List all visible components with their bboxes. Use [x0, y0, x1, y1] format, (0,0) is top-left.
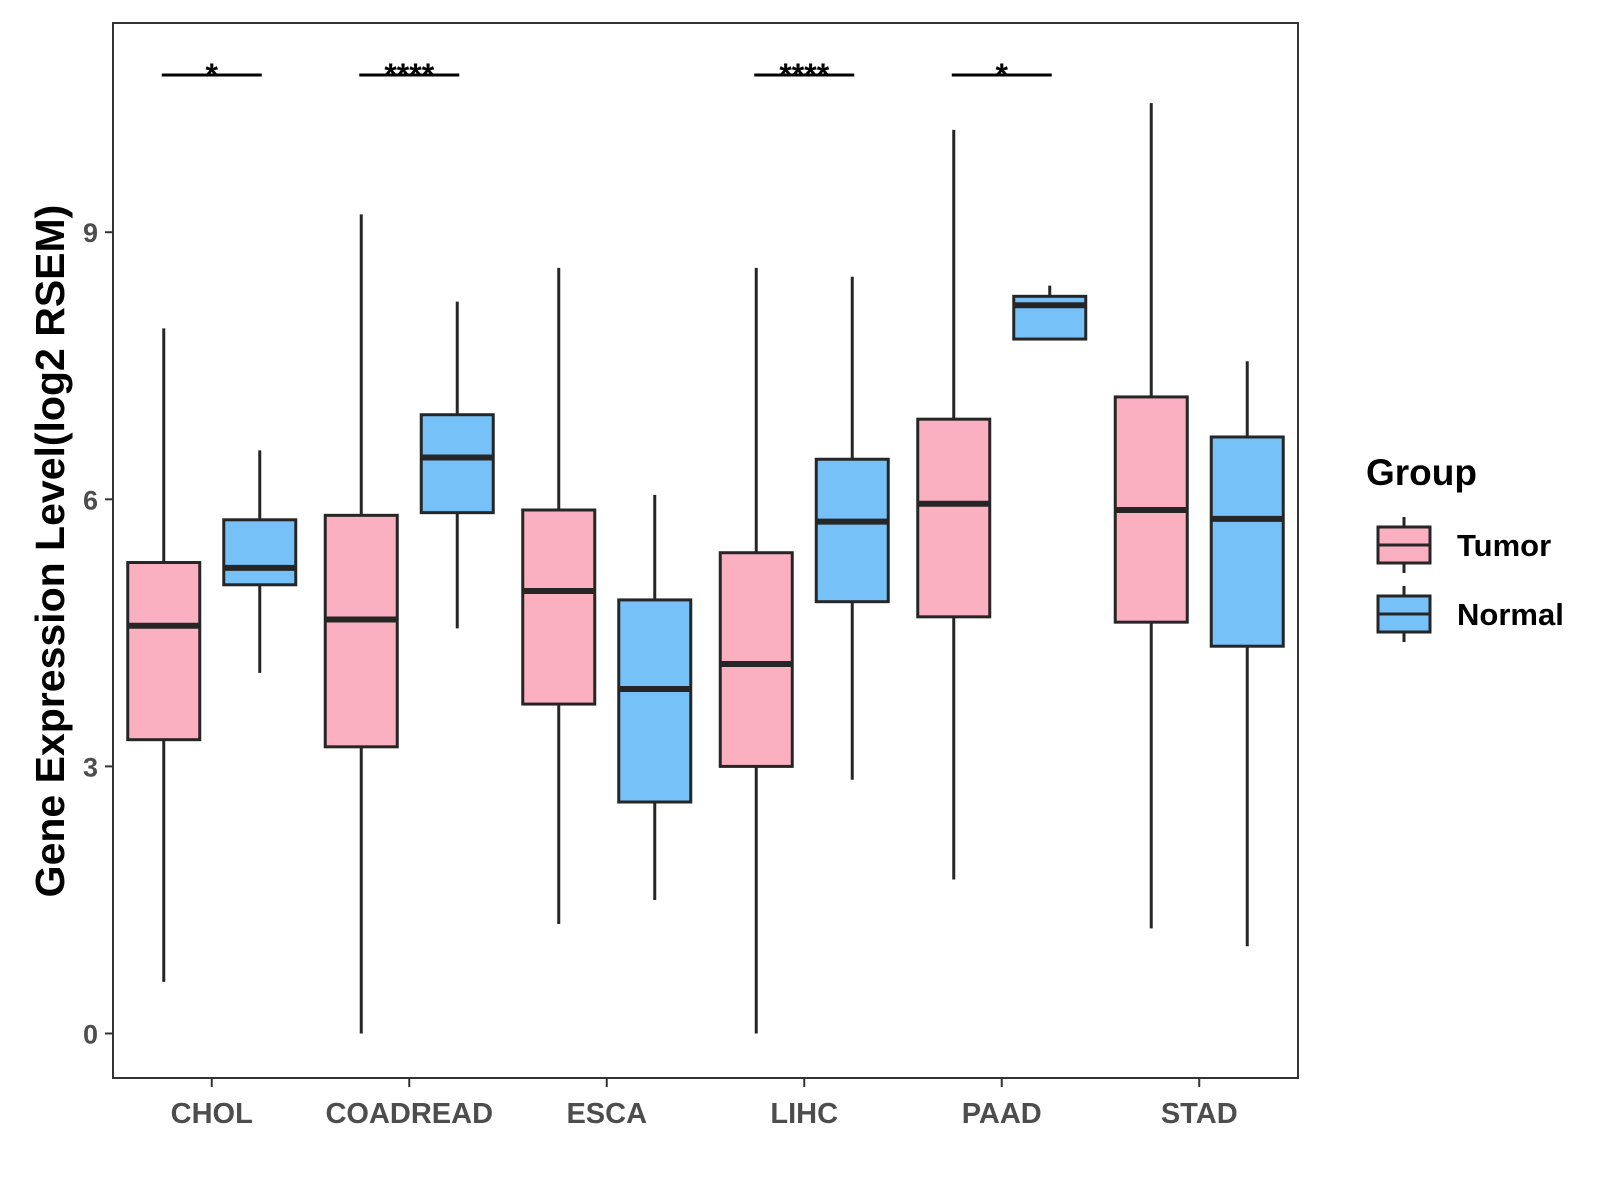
box-esca-normal [617, 494, 693, 900]
significance-label-lihc: **** [779, 57, 829, 93]
box-coadread-normal [419, 301, 495, 629]
box-body-esca-normal [617, 598, 693, 804]
box-paad-normal [1012, 285, 1088, 341]
box-chol-normal [222, 450, 298, 673]
box-body-lihc-normal [814, 457, 890, 604]
legend-label-tumor: Tumor [1457, 528, 1551, 563]
x-tick-label: COADREAD [325, 1098, 493, 1130]
significance-label-paad: * [996, 57, 1009, 93]
box-coadread-tumor [323, 214, 399, 1034]
x-tick-label: ESCA [566, 1098, 647, 1130]
y-axis-title: Gene Expression Level(log2 RSEM) [27, 205, 73, 898]
box-lihc-tumor [718, 267, 794, 1034]
box-body-lihc-tumor [718, 551, 794, 768]
x-tick-label: PAAD [962, 1098, 1042, 1130]
box-body-esca-tumor [521, 508, 597, 706]
box-esca-tumor [521, 267, 597, 924]
x-tick-label: STAD [1161, 1098, 1238, 1130]
box-body-coadread-normal [419, 413, 495, 515]
legend-item-tumor: Tumor [1376, 517, 1551, 573]
y-tick-label: 3 [83, 752, 98, 782]
axes: 0 3 6 9 CHOL COADREAD ESCA LIHC PAAD STAD [83, 218, 1238, 1130]
box-body-coadread-tumor [323, 513, 399, 749]
box-chol-tumor [126, 328, 202, 982]
box-stad-tumor [1113, 103, 1189, 929]
x-tick-label: LIHC [770, 1098, 838, 1130]
box-body-paad-tumor [916, 417, 992, 619]
box-lihc-normal [814, 276, 890, 780]
y-tick-label: 0 [83, 1019, 98, 1049]
plot-area: * **** **** * [126, 57, 1285, 1034]
box-stad-normal [1209, 361, 1285, 947]
panel-border [112, 22, 1299, 1079]
x-tick-label: CHOL [171, 1098, 253, 1130]
y-tick-label: 6 [83, 485, 98, 515]
box-body-chol-tumor [126, 561, 202, 742]
legend-title: Group [1366, 452, 1477, 493]
legend: Group Tumor Normal [1366, 452, 1564, 642]
legend-label-normal: Normal [1457, 597, 1564, 632]
y-tick-label: 9 [83, 218, 98, 248]
significance-label-coadread: **** [384, 57, 434, 93]
legend-item-normal: Normal [1376, 586, 1564, 642]
box-body-stad-normal [1209, 435, 1285, 648]
box-body-chol-normal [222, 518, 298, 587]
box-paad-tumor [916, 129, 992, 880]
significance-label-chol: * [206, 57, 219, 93]
